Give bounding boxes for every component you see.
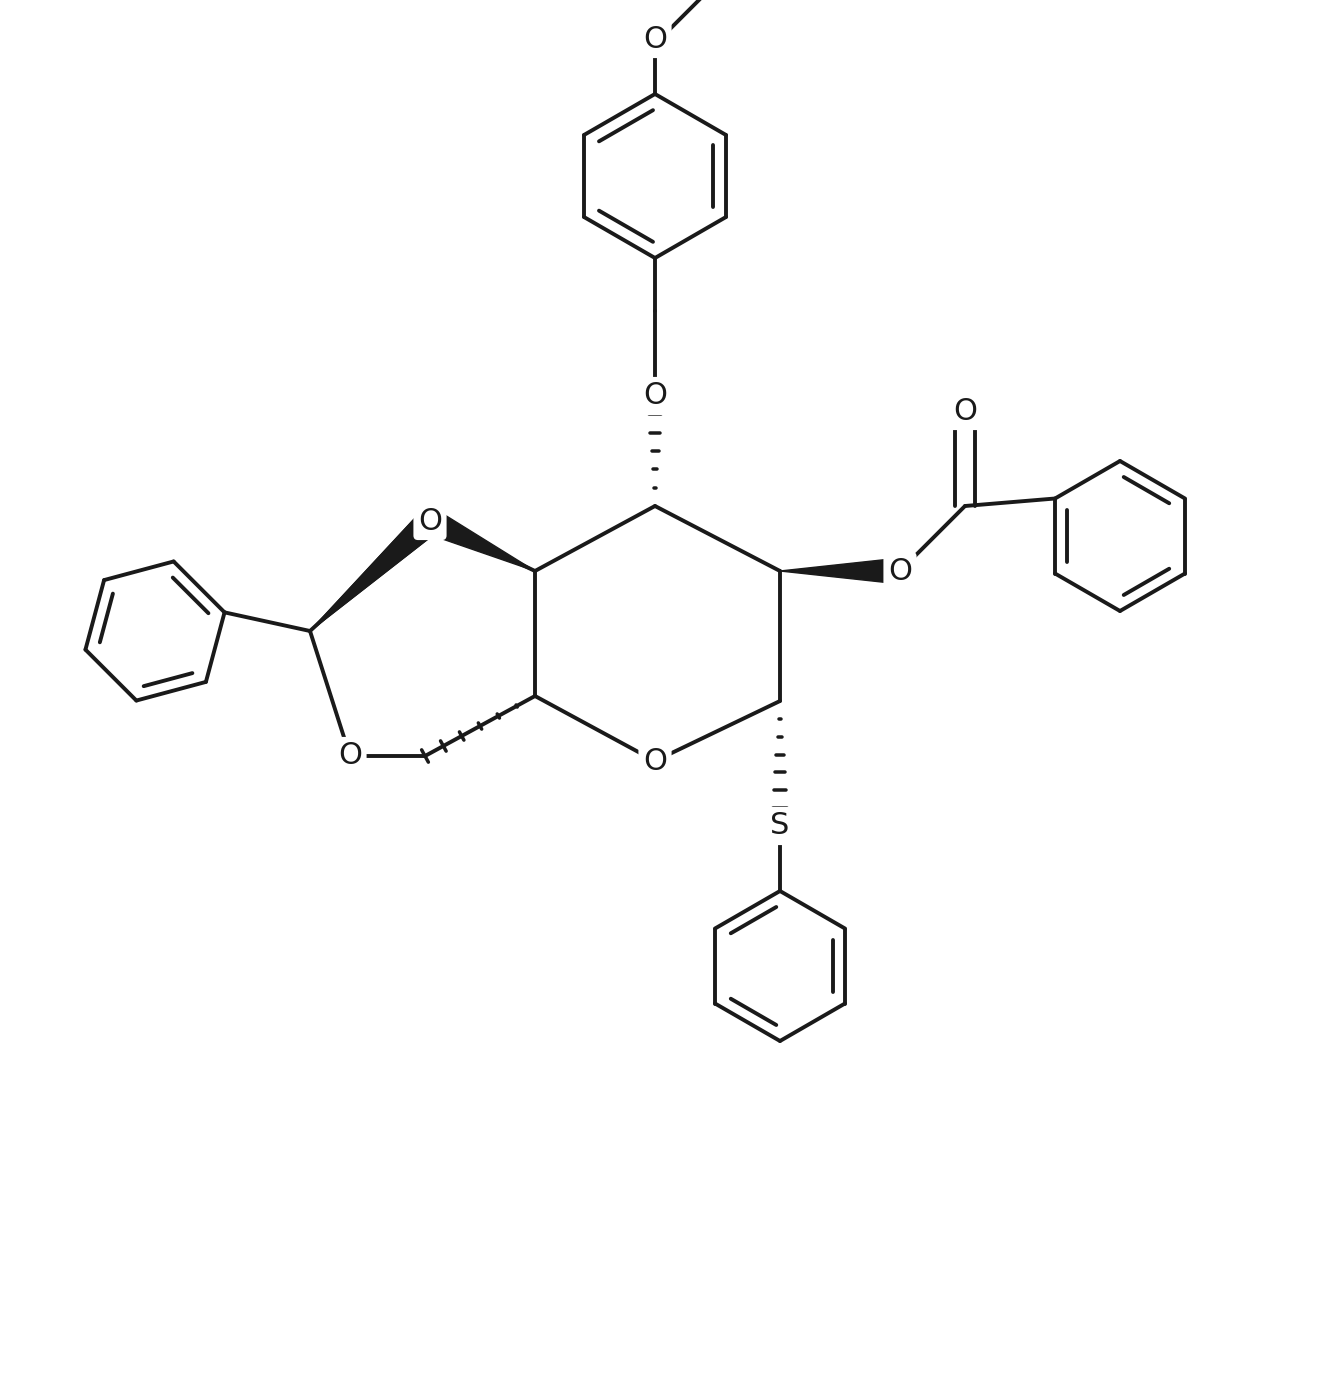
Text: O: O: [888, 557, 912, 585]
Text: O: O: [953, 396, 977, 426]
Text: O: O: [338, 741, 362, 771]
Text: O: O: [643, 381, 667, 410]
Text: S: S: [771, 811, 789, 840]
Polygon shape: [780, 558, 900, 584]
Text: O: O: [643, 747, 667, 776]
Text: O: O: [418, 507, 442, 536]
Polygon shape: [425, 510, 535, 571]
Text: O: O: [643, 25, 667, 53]
Polygon shape: [310, 511, 438, 631]
Polygon shape: [310, 511, 438, 631]
